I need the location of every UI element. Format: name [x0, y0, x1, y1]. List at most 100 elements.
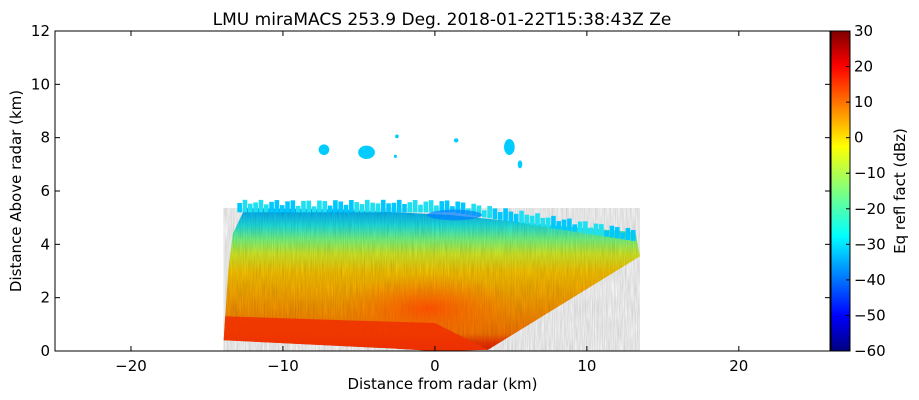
y-tick-label: 0	[40, 342, 50, 360]
cloud-top-cell	[423, 201, 429, 213]
echo-layer	[223, 134, 640, 351]
cloud-top-cell	[279, 205, 285, 213]
cloud-top-cell	[407, 202, 413, 213]
cloud-top-cell	[588, 227, 593, 235]
cloud-top-cell	[386, 203, 391, 213]
colorbar-tick-label: 10	[854, 93, 873, 111]
cloud-top-cell	[556, 221, 562, 230]
cloud-top-cell	[306, 200, 312, 213]
cloud-top-cell	[630, 230, 636, 241]
upper-ice-patches	[318, 134, 523, 169]
echo-surface-band	[223, 316, 489, 351]
cloud-top-cell	[263, 204, 269, 213]
cloud-top-cell	[370, 202, 375, 213]
cloud-top-cell	[471, 203, 476, 216]
y-tick-label: 8	[40, 129, 50, 147]
cloud-top-cell	[540, 217, 546, 227]
cloud-top-cell	[572, 224, 578, 232]
ice-patch	[358, 145, 375, 159]
cloud-top-cell	[535, 213, 540, 226]
colorbar-tick-label: −50	[854, 306, 886, 324]
cloud-top-cell	[365, 199, 370, 213]
cloud-top-cell	[242, 199, 248, 213]
cloud-top-cell	[380, 199, 386, 213]
chart-title: LMU miraMACS 253.9 Deg. 2018-01-22T15:38…	[213, 10, 672, 30]
y-tick-label: 12	[31, 22, 50, 40]
ice-patch	[517, 160, 523, 169]
cloud-top-cell	[455, 201, 461, 214]
cloud-top-cell	[322, 201, 328, 213]
cloud-top-cell	[359, 204, 365, 213]
cloud-top-cell	[301, 200, 306, 213]
cloud-top-cell	[625, 227, 631, 241]
colorbar-tick-label: −20	[854, 200, 886, 218]
cloud-top-cell	[524, 214, 530, 225]
cloud-top-cell	[237, 203, 242, 213]
x-tick-label: −10	[267, 357, 299, 375]
ice-patch	[504, 139, 515, 155]
cloud-top-cell	[253, 202, 258, 213]
y-tick-label: 2	[40, 289, 50, 307]
cloud-top-cell	[444, 200, 450, 213]
cloud-top-cell	[567, 218, 572, 231]
x-tick-label: −20	[115, 357, 147, 375]
cloud-top-cell	[418, 204, 423, 213]
cloud-top-cell	[492, 208, 498, 220]
cloud-top-cell	[604, 230, 609, 237]
cloud-top-cell	[269, 201, 274, 213]
cloud-top-cell	[258, 199, 264, 213]
y-axis-label: Distance Above radar (km)	[7, 90, 25, 292]
cloud-top-cell	[439, 201, 445, 213]
cloud-top-cell	[285, 201, 290, 213]
colorbar-label: Eq refl fact (dBz)	[891, 128, 909, 254]
colorbar-ticks: 30 20 10 0 −10 −20 −30 −40 −50 −60	[846, 22, 886, 360]
cloud-top-cell	[577, 221, 583, 233]
ice-patch	[395, 134, 399, 139]
cloud-top-cell	[487, 205, 492, 219]
ice-patch	[453, 138, 459, 143]
x-tick-label: 0	[430, 357, 440, 375]
cloud-top-cell	[327, 205, 333, 213]
cloud-top-cell	[620, 232, 625, 240]
cloud-top-cell	[545, 217, 551, 228]
cloud-top-cell	[609, 225, 615, 238]
colorbar-tick-label: −60	[854, 342, 886, 360]
cloud-top-cell	[343, 204, 349, 213]
cloud-top-cell	[434, 205, 439, 213]
x-axis-label: Distance from radar (km)	[347, 375, 537, 393]
colorbar-tick-label: 30	[854, 22, 873, 40]
cloud-top-cell	[497, 212, 503, 220]
cloud-top-cell	[375, 203, 381, 213]
cloud-top-cell	[482, 210, 487, 218]
x-tick-label: 10	[577, 357, 596, 375]
x-tick-label: 20	[729, 357, 748, 375]
cloud-top-cell	[391, 202, 397, 213]
cloud-top-cell	[295, 205, 301, 213]
cloud-top-cell	[247, 203, 253, 213]
cloud-top-cell	[519, 210, 524, 224]
colorbar-tick-label: 0	[854, 129, 864, 147]
cloud-top-cell	[333, 200, 338, 213]
cloud-top-fringe	[237, 199, 636, 241]
y-axis-ticks: 0 2 4 6 8 10 12	[31, 22, 830, 360]
cloud-top-cell	[274, 200, 280, 213]
cloud-top-cell	[508, 211, 514, 222]
cloud-top-cell	[396, 199, 402, 213]
cloud-top-cell	[503, 208, 508, 221]
cloud-top-cell	[476, 205, 482, 217]
y-tick-label: 4	[40, 235, 50, 253]
colorbar-tick-label: −10	[854, 164, 886, 182]
colorbar-tick-label: −40	[854, 271, 886, 289]
cloud-top-cell	[450, 206, 455, 213]
cloud-top-cell	[428, 200, 434, 213]
cloud-top-cell	[460, 202, 466, 214]
ice-patch	[393, 154, 397, 158]
cloud-top-cell	[402, 203, 407, 213]
cloud-top-cell	[338, 201, 344, 213]
colorbar-tick-label: 20	[854, 58, 873, 76]
colorbar-tick-label: −30	[854, 235, 886, 253]
y-tick-label: 6	[40, 182, 50, 200]
cloud-top-cell	[349, 199, 354, 213]
y-tick-label: 10	[31, 75, 50, 93]
